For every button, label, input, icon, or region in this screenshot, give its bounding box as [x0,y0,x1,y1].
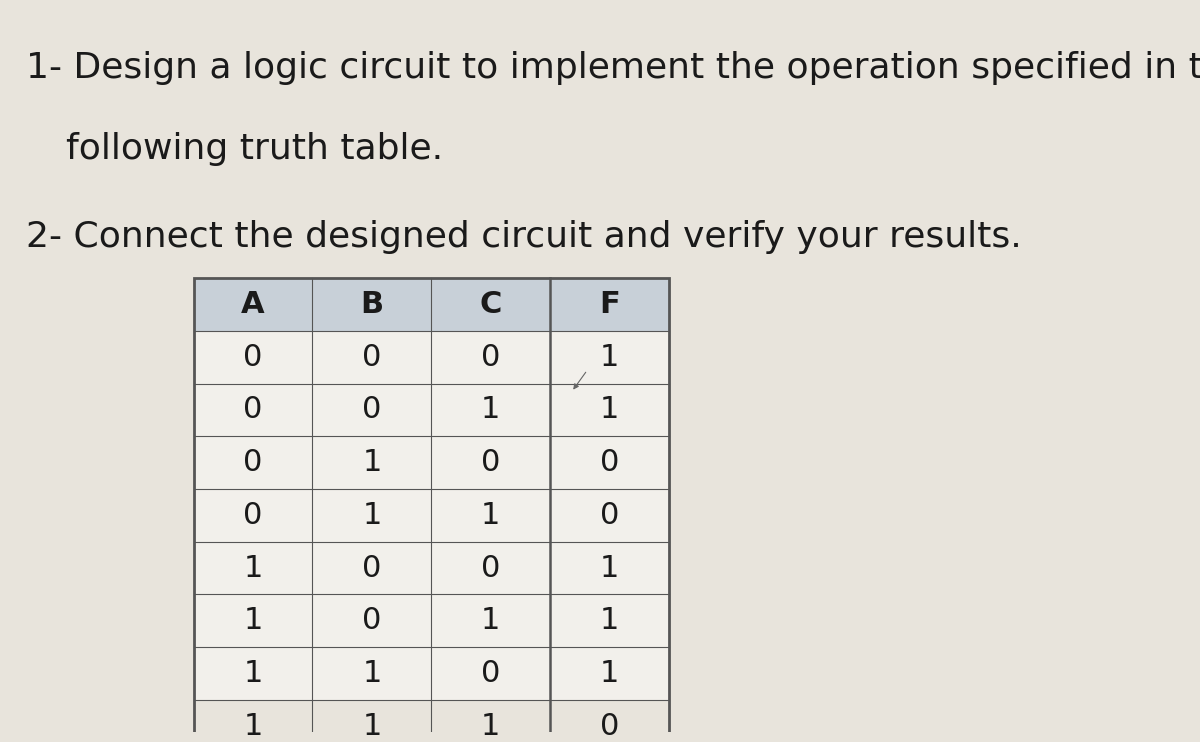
Text: 1: 1 [362,659,382,688]
Text: 1: 1 [600,554,619,582]
Text: 0: 0 [362,343,382,372]
Text: 0: 0 [362,554,382,582]
Bar [193,436,668,489]
Text: F: F [599,290,620,319]
Bar [193,489,668,542]
Text: B: B [360,290,384,319]
Bar [193,384,668,436]
Text: 0: 0 [600,712,619,741]
Text: 0: 0 [362,395,382,424]
Text: 2- Connect the designed circuit and verify your results.: 2- Connect the designed circuit and veri… [26,220,1022,254]
Text: 1: 1 [600,606,619,635]
Text: 0: 0 [244,395,263,424]
Text: 1: 1 [244,712,263,741]
Text: 0: 0 [481,343,500,372]
Bar [193,542,668,594]
Text: 1: 1 [481,395,500,424]
Text: 1: 1 [481,712,500,741]
Bar [193,331,668,384]
Bar [193,278,668,331]
Text: 1: 1 [481,606,500,635]
Text: C: C [480,290,502,319]
Text: 1: 1 [481,501,500,530]
Text: 0: 0 [481,659,500,688]
Text: 0: 0 [362,606,382,635]
Text: 1: 1 [244,606,263,635]
Bar [193,278,668,742]
Bar [193,647,668,700]
Text: 1: 1 [244,659,263,688]
Text: 0: 0 [600,448,619,477]
Text: 0: 0 [481,448,500,477]
Text: 0: 0 [244,501,263,530]
Bar [193,278,668,331]
Text: 1- Design a logic circuit to implement the operation specified in the: 1- Design a logic circuit to implement t… [26,51,1200,85]
Text: A: A [241,290,265,319]
Text: 1: 1 [600,395,619,424]
Text: 1: 1 [362,712,382,741]
Text: 0: 0 [244,448,263,477]
Text: following truth table.: following truth table. [66,132,443,165]
Bar [193,594,668,647]
Text: 1: 1 [362,448,382,477]
Text: 1: 1 [362,501,382,530]
Text: 1: 1 [244,554,263,582]
Text: 0: 0 [481,554,500,582]
Text: 0: 0 [600,501,619,530]
Text: 0: 0 [244,343,263,372]
Text: 1: 1 [600,659,619,688]
Text: 1: 1 [600,343,619,372]
